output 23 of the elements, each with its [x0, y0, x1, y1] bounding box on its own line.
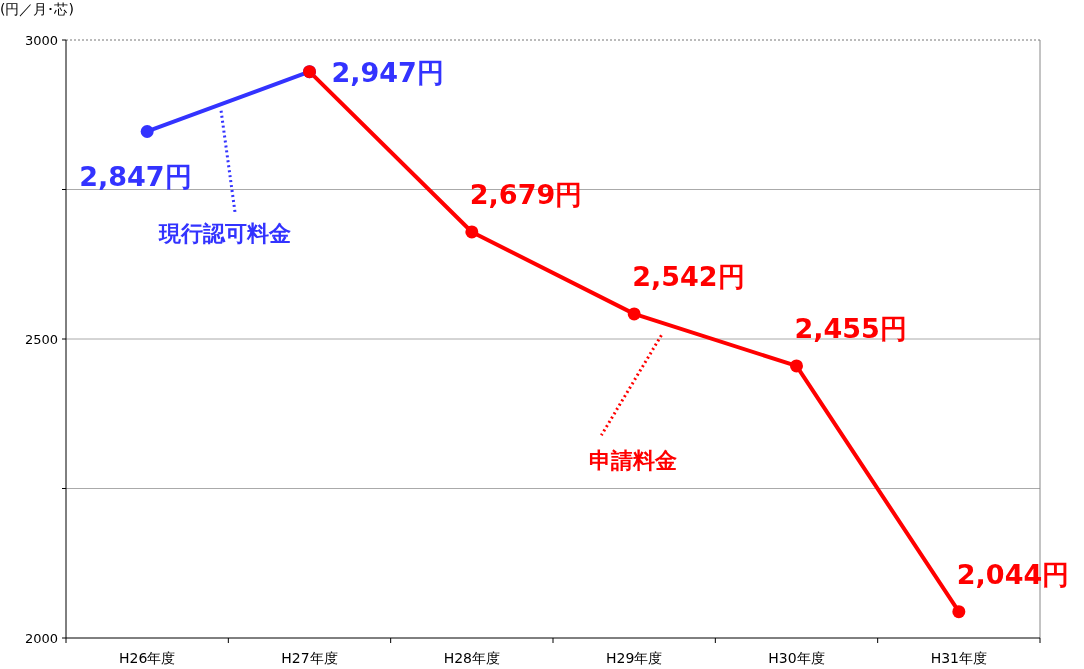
- y-tick-label: 2500: [24, 332, 58, 347]
- x-tick-label: H29年度: [605, 650, 663, 666]
- x-tick-label: H31年度: [930, 650, 988, 666]
- data-label: 2,847円: [79, 161, 192, 193]
- point: [790, 359, 803, 373]
- y-tick-label: 3000: [24, 33, 58, 48]
- text: 申請料金: [589, 448, 678, 474]
- data-label: 2,947円: [331, 56, 444, 88]
- x-tick-label: H27年度: [281, 650, 338, 666]
- data-label: 2,679円: [469, 178, 583, 210]
- y-axis-title: (円／月･芯): [0, 1, 74, 17]
- point: [465, 225, 479, 239]
- point: [140, 124, 154, 138]
- data-label: 2,455円: [794, 312, 907, 344]
- x-tick-label: H30年度: [768, 650, 825, 666]
- data-label: 2,044円: [956, 558, 1070, 590]
- data-label: 2,542円: [632, 260, 745, 292]
- x-tick-label: H26年度: [118, 650, 176, 666]
- point: [952, 605, 966, 619]
- y-tick-label: 2000: [24, 631, 58, 646]
- text: 現行認可料金: [158, 220, 292, 246]
- point: [627, 307, 641, 321]
- x-tick-label: H28年度: [443, 650, 501, 666]
